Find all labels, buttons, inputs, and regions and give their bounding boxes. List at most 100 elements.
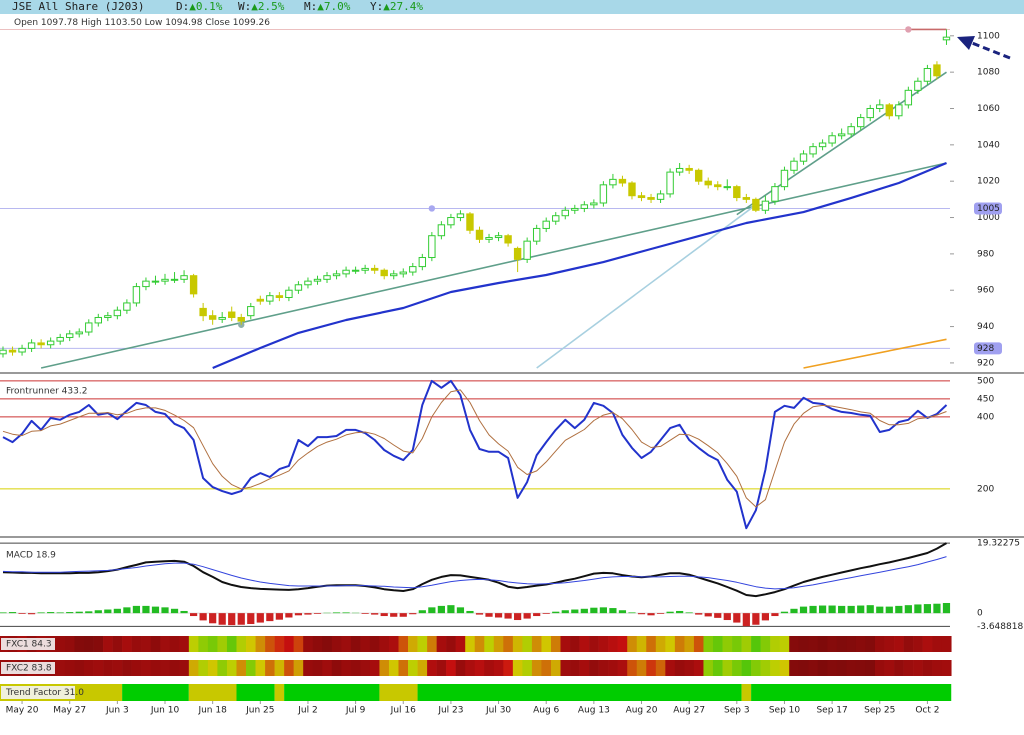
heat-cell xyxy=(741,660,752,676)
candle-body xyxy=(618,178,627,184)
candle-body xyxy=(771,186,779,202)
histogram-bar xyxy=(47,612,55,614)
trend-run xyxy=(379,684,418,701)
heat-cell xyxy=(598,660,609,676)
candle-body xyxy=(513,247,522,260)
histogram-bar xyxy=(218,613,226,625)
histogram-bar xyxy=(647,613,655,616)
x-tick-label: Jun 25 xyxy=(245,706,274,716)
histogram-bar xyxy=(628,612,636,614)
histogram-bar xyxy=(780,611,789,614)
heat-cell xyxy=(55,660,66,676)
x-tick-label: Jul 9 xyxy=(345,706,366,716)
candle-body xyxy=(504,235,512,244)
heat-cell xyxy=(531,636,542,652)
heat-cell xyxy=(436,660,447,676)
heat-cell xyxy=(303,636,314,652)
histogram-bar xyxy=(371,613,379,615)
trend-run xyxy=(188,684,237,701)
panel-title: MACD 18.9 xyxy=(6,551,56,561)
heat-cell xyxy=(655,636,666,652)
candle-body xyxy=(876,104,884,109)
candle-body xyxy=(714,184,722,188)
candle-body xyxy=(256,298,265,302)
heat-cell xyxy=(246,636,256,652)
y-tick-label: 500 xyxy=(977,376,994,386)
candle-body xyxy=(866,107,874,119)
trend-run xyxy=(274,684,285,701)
x-tick-label: Sep 3 xyxy=(724,706,750,716)
x-tick-label: Jun 3 xyxy=(105,706,129,716)
heat-cell xyxy=(217,660,228,676)
histogram-bar xyxy=(523,613,531,619)
heat-cell xyxy=(360,636,371,652)
change-item: D:▲0.1% xyxy=(176,0,223,13)
candle-body xyxy=(399,271,407,275)
candle-body xyxy=(723,186,731,189)
heat-cell xyxy=(74,660,85,676)
candle-body xyxy=(380,269,388,277)
heat-cell xyxy=(608,660,618,676)
heat-cell xyxy=(122,636,132,652)
candle-body xyxy=(8,349,17,353)
histogram-bar xyxy=(456,607,465,614)
heat-cell xyxy=(169,636,180,652)
heat-cell xyxy=(226,660,237,676)
heat-cell xyxy=(722,660,733,676)
heat-cell xyxy=(941,660,952,676)
candle-body xyxy=(790,160,798,171)
histogram-bar xyxy=(714,613,722,618)
heat-cell xyxy=(579,660,590,676)
heat-cell xyxy=(112,660,123,676)
histogram-bar xyxy=(256,613,264,623)
heat-cell xyxy=(465,660,476,676)
histogram-bar xyxy=(428,607,436,614)
histogram-bar xyxy=(266,613,274,622)
heat-cell xyxy=(922,660,933,676)
histogram-bar xyxy=(904,605,912,614)
histogram-bar xyxy=(66,612,74,614)
x-tick-label: Aug 13 xyxy=(578,706,610,716)
histogram-bar xyxy=(113,608,121,614)
x-tick-label: Jun 18 xyxy=(197,706,227,716)
histogram-bar xyxy=(170,608,179,614)
heat-cell xyxy=(64,636,75,652)
heat-cell xyxy=(446,636,456,652)
histogram-bar xyxy=(580,608,588,614)
heat-cell xyxy=(84,636,94,652)
histogram-bar xyxy=(237,613,245,625)
candle-body xyxy=(208,315,217,320)
heat-cell xyxy=(522,660,533,676)
heat-cell xyxy=(246,660,256,676)
histogram-bar xyxy=(799,606,808,614)
candle-body xyxy=(494,235,503,239)
histogram-bar xyxy=(752,613,760,625)
change-label: Y: xyxy=(370,0,383,13)
candle-body xyxy=(752,198,760,211)
heat-cell xyxy=(379,660,390,676)
level-box xyxy=(974,202,1002,215)
heat-cell xyxy=(541,636,552,652)
x-tick-label: Aug 6 xyxy=(533,706,559,716)
heat-cell xyxy=(703,636,714,652)
candle-body xyxy=(113,309,122,317)
histogram-bar xyxy=(390,613,398,617)
heat-cell xyxy=(512,636,523,652)
heat-cell xyxy=(903,636,914,652)
histogram-bar xyxy=(571,609,579,614)
heat-cell xyxy=(836,660,847,676)
heat-cell xyxy=(570,636,580,652)
candle-body xyxy=(704,180,712,186)
heat-cell xyxy=(103,660,113,676)
histogram-bar xyxy=(590,607,598,614)
ohlc-value: 1099.26 xyxy=(233,18,270,28)
x-tick-label: Sep 25 xyxy=(864,706,895,716)
candle-body xyxy=(761,200,770,211)
y-tick-label: 0 xyxy=(977,609,983,619)
candle-body xyxy=(694,169,703,182)
histogram-bar xyxy=(685,612,693,614)
candle-body xyxy=(742,197,751,200)
heat-cell xyxy=(770,660,780,676)
heat-cell xyxy=(350,660,361,676)
x-tick-label: Sep 17 xyxy=(816,706,847,716)
